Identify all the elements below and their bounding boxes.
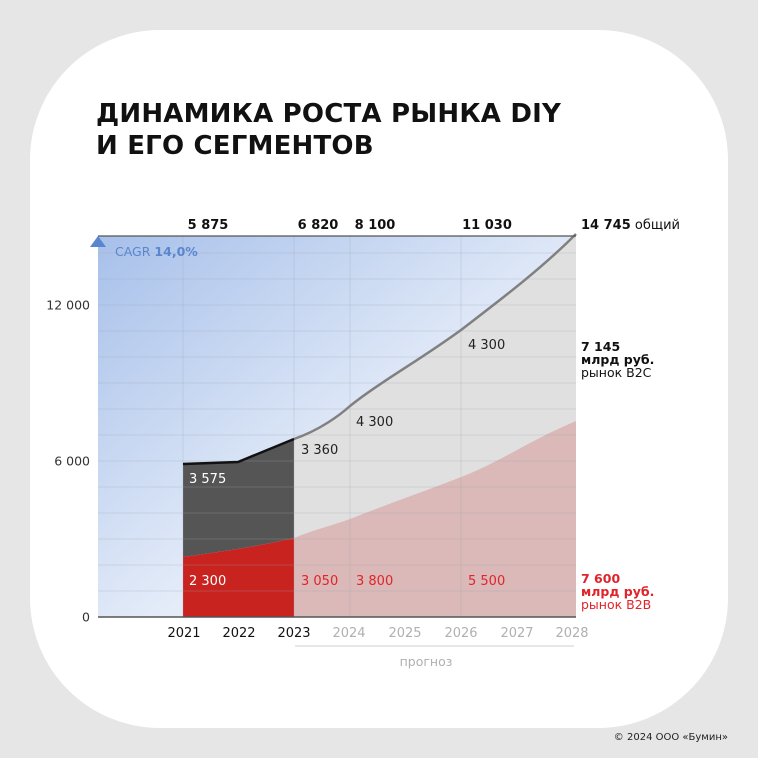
b2b-label-2023: 3 050 — [301, 574, 339, 589]
x-tick-2021: 2021 — [167, 626, 201, 641]
x-tick-2022: 2022 — [222, 626, 256, 641]
cagr-annotation: CAGR 14,0% — [115, 244, 198, 259]
b2c-label-2023: 3 360 — [301, 443, 339, 458]
total-line-actual — [182, 437, 295, 466]
cagr-value: 14,0% — [154, 244, 198, 259]
page-title: ДИНАМИКА РОСТА РЫНКА DIY И ЕГО СЕГМЕНТОВ — [96, 98, 561, 162]
total-value-2028-suffix: общий — [630, 218, 681, 233]
legend-b2c-value: 7 145 — [581, 339, 621, 354]
b2b-label-2026: 5 500 — [468, 574, 506, 589]
forecast-label: прогноз — [399, 654, 453, 669]
x-tick-2023: 2023 — [277, 626, 311, 641]
y-axis-arrow-icon — [90, 236, 106, 247]
cagr-label: CAGR — [115, 244, 151, 259]
legend-b2b: 7 600 млрд руб. рынок B2B — [581, 572, 654, 611]
legend-b2b-value: 7 600 — [581, 571, 621, 586]
b2b-label-2021: 2 300 — [189, 574, 227, 589]
legend-b2b-name: рынок B2B — [581, 597, 652, 612]
x-tick-2026: 2026 — [444, 626, 478, 641]
b2c-label-2026: 4 300 — [468, 338, 506, 353]
total-value-2023: 6 820 — [297, 218, 339, 233]
x-tick-2025: 2025 — [388, 626, 422, 641]
total-value-2021: 5 875 — [187, 218, 229, 233]
total-line-forecast — [293, 233, 577, 441]
legend-b2c-unit: млрд руб. — [581, 352, 655, 367]
x-tick-2024: 2024 — [332, 626, 366, 641]
y-tick-0: 0 — [82, 609, 90, 625]
b2c-actual-area — [183, 439, 294, 557]
x-tick-2028: 2028 — [555, 626, 589, 641]
x-tick-2027: 2027 — [500, 626, 534, 641]
total-value-2028-number: 14 745 — [581, 218, 631, 233]
grid-lines — [98, 236, 576, 617]
b2c-forecast-area — [294, 234, 576, 538]
b2b-forecast-area — [294, 421, 576, 617]
title-line-2: И ЕГО СЕГМЕНТОВ — [96, 131, 374, 161]
legend-b2c: 7 145 млрд руб. рынок B2C — [581, 340, 654, 379]
legend-b2b-unit: млрд руб. — [581, 584, 655, 599]
copyright: © 2024 ООО «Бумин» — [613, 732, 728, 743]
total-value-2024: 8 100 — [354, 218, 396, 233]
y-tick-6000: 6 000 — [54, 453, 90, 469]
total-value-2028: 14 745 общий — [581, 218, 680, 233]
b2c-label-2021: 3 575 — [189, 472, 227, 487]
b2b-label-2024: 3 800 — [356, 574, 394, 589]
total-value-2026: 11 030 — [462, 218, 512, 233]
title-line-1: ДИНАМИКА РОСТА РЫНКА DIY — [96, 99, 562, 129]
y-tick-12000: 12 000 — [46, 297, 90, 313]
b2b-actual-area — [183, 538, 294, 617]
b2c-label-2024: 4 300 — [356, 415, 394, 430]
legend-b2c-name: рынок B2C — [581, 365, 652, 380]
